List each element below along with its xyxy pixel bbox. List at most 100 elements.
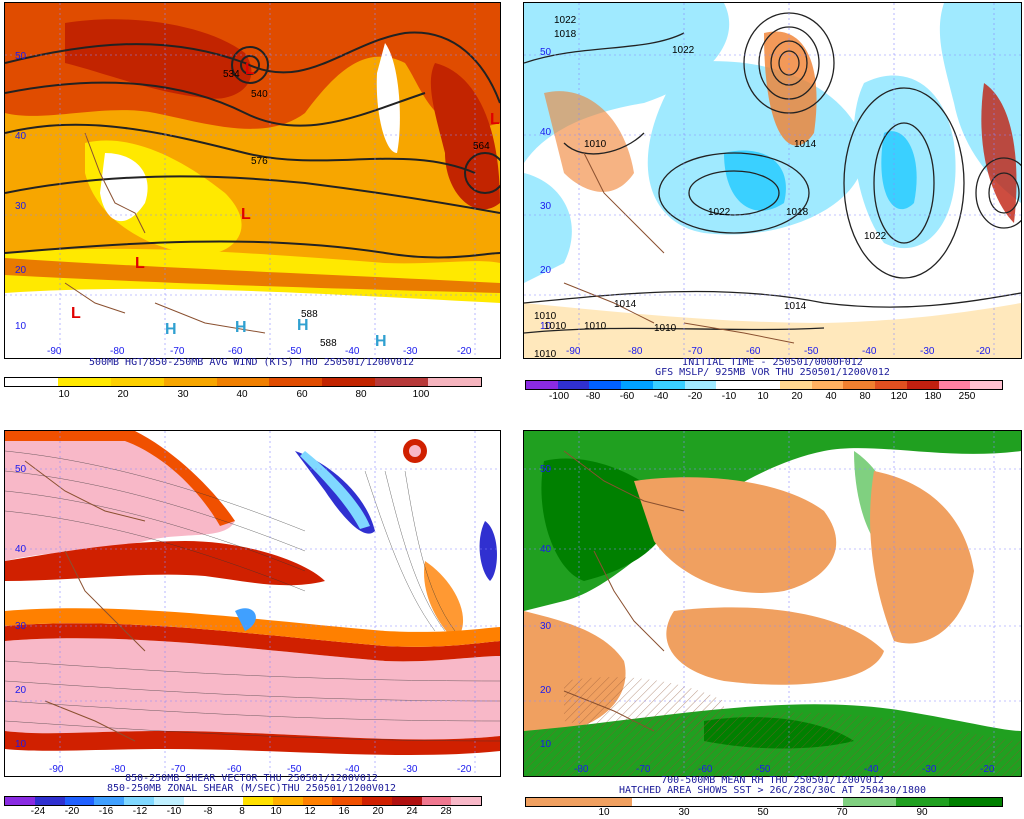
colorbar-swatch (163, 378, 217, 386)
isobar-label: 1022 (708, 207, 731, 218)
panel-caption-init-time: INITIAL TIME - 250501/0000F012 (682, 357, 863, 368)
high-pressure-marker: H (165, 321, 177, 338)
lat-label: 30 (15, 201, 27, 212)
lat-label: 40 (15, 131, 27, 142)
colorbar (4, 377, 482, 387)
lon-label: -40 (345, 764, 360, 775)
contour-label: 576 (251, 156, 268, 167)
lat-label: 20 (15, 265, 27, 276)
isobar-label: 1014 (794, 139, 817, 150)
colorbar-swatch (391, 797, 422, 805)
colorbar-swatch (578, 798, 632, 806)
panel-caption: HATCHED AREA SHOWS SST > 26C/28C/30C AT … (618, 785, 927, 796)
lon-label: -60 (227, 764, 242, 775)
panel-caption: 500MB HGT/850-250MB AVG WIND (KTS) THU 2… (88, 357, 415, 368)
isobar-label: 1022 (672, 45, 695, 56)
lon-label: -80 (110, 346, 125, 357)
colorbar-ticks: 10 30 50 70 90 (525, 807, 1001, 819)
colorbar-swatch (684, 798, 738, 806)
lat-label: 20 (540, 685, 552, 696)
colorbar-tick-label: -10 (166, 806, 182, 817)
colorbar-tick-label: -16 (98, 806, 114, 817)
high-pressure-marker: H (297, 317, 309, 334)
colorbar-tick-label: 20 (791, 391, 803, 402)
lon-label: -50 (287, 346, 302, 357)
lon-label: -40 (345, 346, 360, 357)
panel-caption: GFS MSLP/ 925MB VOR THU 250501/1200V012 (655, 367, 890, 378)
lon-label: -80 (111, 764, 126, 775)
lon-label: -60 (746, 346, 761, 357)
colorbar-tick-label: 8 (239, 806, 245, 817)
colorbar-swatch (811, 381, 844, 389)
colorbar-tick-label: -100 (548, 391, 570, 402)
colorbar (4, 796, 482, 806)
map-shear: 50 40 30 20 10 -90 -80 -70 -60 -50 -40 -… (4, 430, 501, 777)
colorbar-swatch (362, 797, 392, 805)
lon-label: -70 (688, 346, 703, 357)
lon-label: -40 (862, 346, 877, 357)
panel-caption: 850-250MB ZONAL SHEAR (M/SEC)THU 250501/… (107, 783, 396, 794)
colorbar-tick-label: 180 (924, 391, 942, 402)
lat-label: 30 (540, 201, 552, 212)
lon-label: -50 (287, 764, 302, 775)
colorbar-tick-label: 40 (825, 391, 837, 402)
lat-label: 50 (15, 464, 27, 475)
colorbar-swatch (748, 381, 780, 389)
lon-label: -90 (47, 346, 62, 357)
colorbar-swatch (949, 798, 1003, 806)
map-mean-rh: 50 40 30 20 10 -80 -70 -60 -50 -40 -30 -… (523, 430, 1022, 777)
lon-label: -90 (566, 346, 581, 357)
contour-label: 588 (301, 309, 318, 320)
colorbar-swatch (322, 378, 376, 386)
colorbar-ticks: -24 -20 -16 -12 -10 -8 8 10 12 16 20 24 28 (4, 806, 480, 818)
colorbar-swatch (526, 798, 579, 806)
colorbar-tick-label: 28 (440, 806, 452, 817)
lat-label: 50 (540, 464, 552, 475)
lat-label: 10 (540, 739, 552, 750)
lat-label: 10 (15, 321, 27, 332)
isobar-label: 1022 (554, 15, 577, 26)
colorbar-swatch (34, 797, 65, 805)
colorbar-swatch (652, 381, 685, 389)
low-pressure-marker: L (135, 255, 145, 272)
colorbar-swatch (124, 797, 154, 805)
lat-label: 50 (540, 47, 552, 58)
panel-shear: 50 40 30 20 10 -90 -80 -70 -60 -50 -40 -… (0, 410, 503, 819)
lon-label: -30 (920, 346, 935, 357)
colorbar-tick-label: 120 (890, 391, 908, 402)
colorbar-swatch (843, 381, 876, 389)
colorbar-swatch (631, 798, 685, 806)
lon-label: -40 (864, 764, 879, 775)
colorbar-tick-label: 20 (372, 806, 384, 817)
lon-label: -50 (804, 346, 819, 357)
colorbar-tick-label: -60 (619, 391, 635, 402)
colorbar (525, 797, 1003, 807)
lat-label: 40 (15, 544, 27, 555)
high-pressure-marker: H (375, 333, 387, 350)
lon-label: -80 (628, 346, 643, 357)
lon-label: -20 (980, 764, 995, 775)
colorbar-swatch (5, 378, 58, 386)
colorbar-swatch (183, 797, 214, 805)
lon-label: -80 (574, 764, 589, 775)
colorbar-swatch (272, 797, 303, 805)
colorbar-tick-label: 30 (177, 389, 189, 400)
colorbar-swatch (684, 381, 717, 389)
contour-label: 540 (251, 89, 268, 100)
lon-label: -70 (171, 764, 186, 775)
colorbar-swatch (269, 378, 323, 386)
lat-label: 40 (540, 127, 552, 138)
colorbar-swatch (716, 381, 749, 389)
colorbar-swatch (216, 378, 270, 386)
colorbar-ticks: -100 -80 -60 -40 -20 -10 10 20 40 80 120 180 250 (525, 391, 1001, 405)
low-pressure-marker: L (490, 111, 500, 128)
panel-caption: 850-250MB SHEAR VECTOR THU 250501/1200V0… (125, 773, 378, 784)
colorbar-swatch (557, 381, 590, 389)
lat-label: 30 (15, 621, 27, 632)
isobar-label: 1010 (584, 321, 607, 332)
colorbar-tick-label: 10 (757, 391, 769, 402)
colorbar-tick-label: -24 (30, 806, 46, 817)
colorbar-swatch (213, 797, 243, 805)
lon-label: -90 (49, 764, 64, 775)
panel-caption: 700-500MB MEAN RH THU 250501/1200V012 (661, 775, 884, 786)
